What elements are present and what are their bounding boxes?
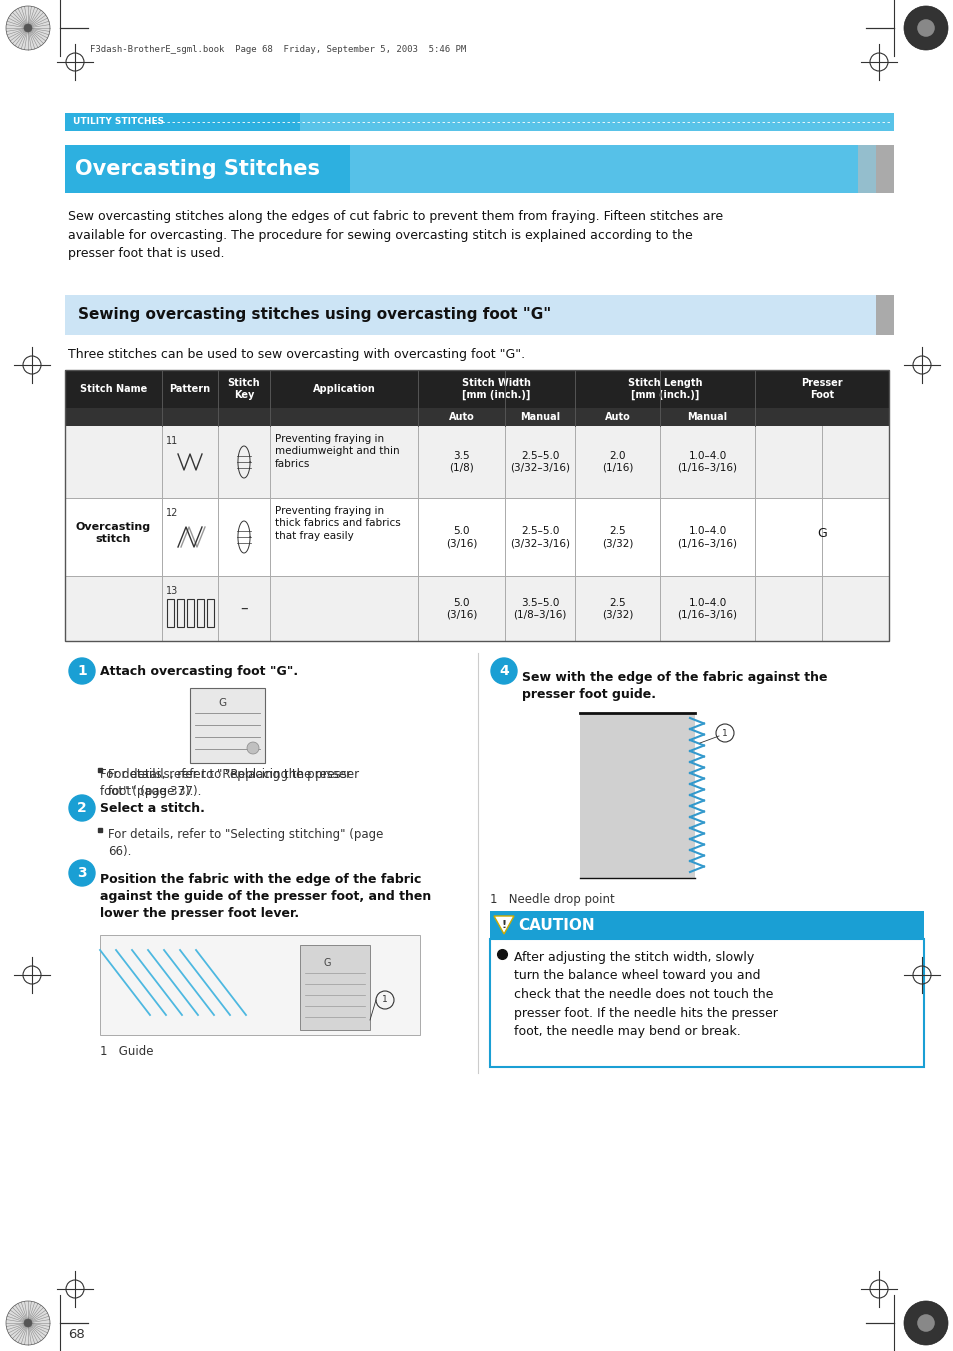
FancyBboxPatch shape	[857, 145, 893, 193]
FancyBboxPatch shape	[65, 576, 888, 640]
Text: Auto: Auto	[604, 412, 630, 422]
Text: –: –	[240, 601, 248, 616]
Text: 2.0
(1/16): 2.0 (1/16)	[601, 451, 633, 473]
Text: Application: Application	[313, 384, 375, 394]
Text: 2.5–5.0
(3/32–3/16): 2.5–5.0 (3/32–3/16)	[510, 451, 569, 473]
Text: Preventing fraying in
thick fabrics and fabrics
that fray easily: Preventing fraying in thick fabrics and …	[274, 507, 400, 540]
FancyBboxPatch shape	[579, 713, 695, 878]
FancyBboxPatch shape	[65, 145, 864, 193]
Polygon shape	[494, 916, 514, 934]
Text: Overcasting
stitch: Overcasting stitch	[76, 523, 151, 544]
Text: 11: 11	[166, 436, 178, 446]
Text: 1   Guide: 1 Guide	[100, 1046, 153, 1058]
Text: !: !	[501, 920, 506, 929]
Text: Attach overcasting foot "G".: Attach overcasting foot "G".	[100, 665, 297, 677]
Text: Sew with the edge of the fabric against the
presser foot guide.: Sew with the edge of the fabric against …	[521, 671, 826, 701]
FancyBboxPatch shape	[299, 113, 893, 131]
Text: After adjusting the stitch width, slowly
turn the balance wheel toward you and
c: After adjusting the stitch width, slowly…	[514, 951, 777, 1038]
Text: Position the fabric with the edge of the fabric
against the guide of the presser: Position the fabric with the edge of the…	[100, 873, 431, 920]
Text: Stitch
Key: Stitch Key	[228, 378, 260, 400]
FancyBboxPatch shape	[490, 939, 923, 1067]
Text: G: G	[323, 958, 331, 969]
Circle shape	[491, 658, 517, 684]
Text: Select a stitch.: Select a stitch.	[100, 801, 205, 815]
Text: 3.5–5.0
(1/8–3/16): 3.5–5.0 (1/8–3/16)	[513, 597, 566, 620]
Text: 1.0–4.0
(1/16–3/16): 1.0–4.0 (1/16–3/16)	[677, 526, 737, 549]
Circle shape	[916, 19, 934, 36]
FancyBboxPatch shape	[65, 113, 893, 131]
Text: For details, refer to "Selecting stitching" (page
66).: For details, refer to "Selecting stitchi…	[108, 828, 383, 858]
Text: UTILITY STITCHES: UTILITY STITCHES	[73, 118, 164, 127]
Circle shape	[247, 742, 258, 754]
FancyBboxPatch shape	[857, 295, 893, 335]
FancyBboxPatch shape	[490, 911, 923, 939]
Text: 1.0–4.0
(1/16–3/16): 1.0–4.0 (1/16–3/16)	[677, 451, 737, 473]
Text: 13: 13	[166, 586, 178, 596]
Circle shape	[6, 5, 50, 50]
Text: Preventing fraying in
mediumweight and thin
fabrics: Preventing fraying in mediumweight and t…	[274, 434, 399, 469]
Text: 3.5
(1/8): 3.5 (1/8)	[449, 451, 474, 473]
Circle shape	[916, 1315, 934, 1332]
FancyBboxPatch shape	[857, 145, 875, 193]
Text: For details, refer to "Replacing the presser
foot" (page 37).: For details, refer to "Replacing the pre…	[108, 767, 358, 798]
Text: Presser
Foot: Presser Foot	[801, 378, 841, 400]
Text: 4: 4	[498, 663, 508, 678]
Text: 2.5
(3/32): 2.5 (3/32)	[601, 597, 633, 620]
Text: F3dash-BrotherE_sgml.book  Page 68  Friday, September 5, 2003  5:46 PM: F3dash-BrotherE_sgml.book Page 68 Friday…	[90, 46, 466, 54]
Circle shape	[903, 1301, 947, 1346]
Text: 1   Needle drop point: 1 Needle drop point	[490, 893, 614, 907]
FancyBboxPatch shape	[100, 935, 419, 1035]
FancyBboxPatch shape	[350, 145, 864, 193]
Text: 2.5
(3/32): 2.5 (3/32)	[601, 526, 633, 549]
Text: 1: 1	[721, 728, 727, 738]
Text: Stitch Width
[mm (inch.)]: Stitch Width [mm (inch.)]	[461, 378, 531, 400]
Circle shape	[903, 5, 947, 50]
FancyBboxPatch shape	[857, 295, 875, 335]
Text: Pattern: Pattern	[170, 384, 211, 394]
Text: 5.0
(3/16): 5.0 (3/16)	[445, 526, 476, 549]
Text: 2: 2	[77, 801, 87, 815]
FancyBboxPatch shape	[65, 408, 888, 426]
FancyBboxPatch shape	[299, 944, 370, 1029]
FancyBboxPatch shape	[65, 499, 888, 576]
Text: Manual: Manual	[519, 412, 559, 422]
Text: 12: 12	[166, 508, 178, 517]
Text: Sew overcasting stitches along the edges of cut fabric to prevent them from fray: Sew overcasting stitches along the edges…	[68, 209, 722, 259]
Text: Stitch Name: Stitch Name	[80, 384, 147, 394]
Text: For details, refer to "Replacing the presser
foot" (page 37).: For details, refer to "Replacing the pre…	[100, 767, 351, 798]
Text: CAUTION: CAUTION	[517, 917, 594, 932]
Circle shape	[6, 1301, 50, 1346]
Text: 1.0–4.0
(1/16–3/16): 1.0–4.0 (1/16–3/16)	[677, 597, 737, 620]
Text: G: G	[817, 527, 826, 540]
Text: 2.5–5.0
(3/32–3/16): 2.5–5.0 (3/32–3/16)	[510, 526, 569, 549]
Text: Overcasting Stitches: Overcasting Stitches	[75, 159, 319, 178]
Text: Three stitches can be used to sew overcasting with overcasting foot "G".: Three stitches can be used to sew overca…	[68, 349, 524, 361]
Text: 68: 68	[68, 1328, 85, 1342]
Text: Stitch Length
[mm (inch.)]: Stitch Length [mm (inch.)]	[627, 378, 701, 400]
FancyBboxPatch shape	[190, 688, 265, 763]
Circle shape	[69, 658, 95, 684]
Text: 1: 1	[382, 996, 388, 1005]
FancyBboxPatch shape	[65, 370, 888, 408]
Text: Manual: Manual	[687, 412, 727, 422]
Text: 3: 3	[77, 866, 87, 880]
Circle shape	[69, 794, 95, 821]
Text: 5.0
(3/16): 5.0 (3/16)	[445, 597, 476, 620]
Text: 1: 1	[77, 663, 87, 678]
Circle shape	[69, 861, 95, 886]
Text: G: G	[218, 698, 226, 708]
Circle shape	[24, 24, 32, 32]
Text: Sewing overcasting stitches using overcasting foot "G": Sewing overcasting stitches using overca…	[78, 308, 551, 323]
Text: Auto: Auto	[448, 412, 474, 422]
Circle shape	[24, 1319, 32, 1327]
FancyBboxPatch shape	[65, 426, 888, 499]
FancyBboxPatch shape	[65, 295, 864, 335]
